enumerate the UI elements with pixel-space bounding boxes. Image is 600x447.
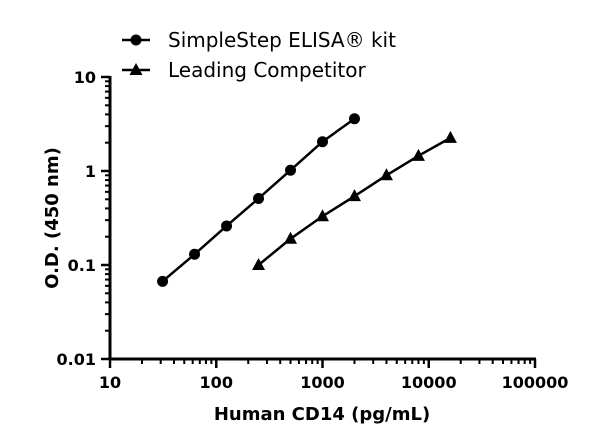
legend: SimpleStep ELISA® kit Leading Competitor <box>122 28 396 82</box>
circle-point <box>253 192 265 204</box>
circle-point <box>157 275 169 287</box>
y-axis-label: O.D. (450 nm) <box>42 147 63 289</box>
x-tick-label: 100 <box>200 373 233 392</box>
y-tick-label: 1 <box>85 162 96 181</box>
x-axis-label: Human CD14 (pg/mL) <box>214 404 430 425</box>
x-tick-label: 10000 <box>401 373 457 392</box>
triangle-point <box>284 231 298 244</box>
x-tick-label: 1000 <box>300 373 345 392</box>
y-tick-label: 0.1 <box>68 256 96 275</box>
circle-point <box>285 164 297 176</box>
plot-marks <box>157 113 457 287</box>
circle-point <box>317 136 328 148</box>
triangle-point <box>443 130 457 143</box>
triangle-point <box>252 258 266 270</box>
legend-label: SimpleStep ELISA® kit <box>168 28 396 52</box>
x-tick-label: 100000 <box>502 373 569 392</box>
axes: 10 100 1000 10000 100000 0.01 0.1 1 10 <box>57 68 569 392</box>
y-tick-label: 0.01 <box>57 350 96 369</box>
legend-label: Leading Competitor <box>168 58 366 82</box>
legend-circle-icon <box>130 34 142 46</box>
triangle-point <box>316 209 329 222</box>
circle-point <box>221 220 233 232</box>
triangle-point <box>411 148 425 161</box>
circle-point <box>348 113 360 125</box>
y-tick-label: 10 <box>74 68 96 87</box>
x-tick-label: 10 <box>99 373 121 392</box>
circle-point <box>189 248 201 260</box>
legend-triangle-icon <box>129 63 143 75</box>
triangle-point <box>347 189 361 202</box>
triangle-point <box>379 168 393 181</box>
